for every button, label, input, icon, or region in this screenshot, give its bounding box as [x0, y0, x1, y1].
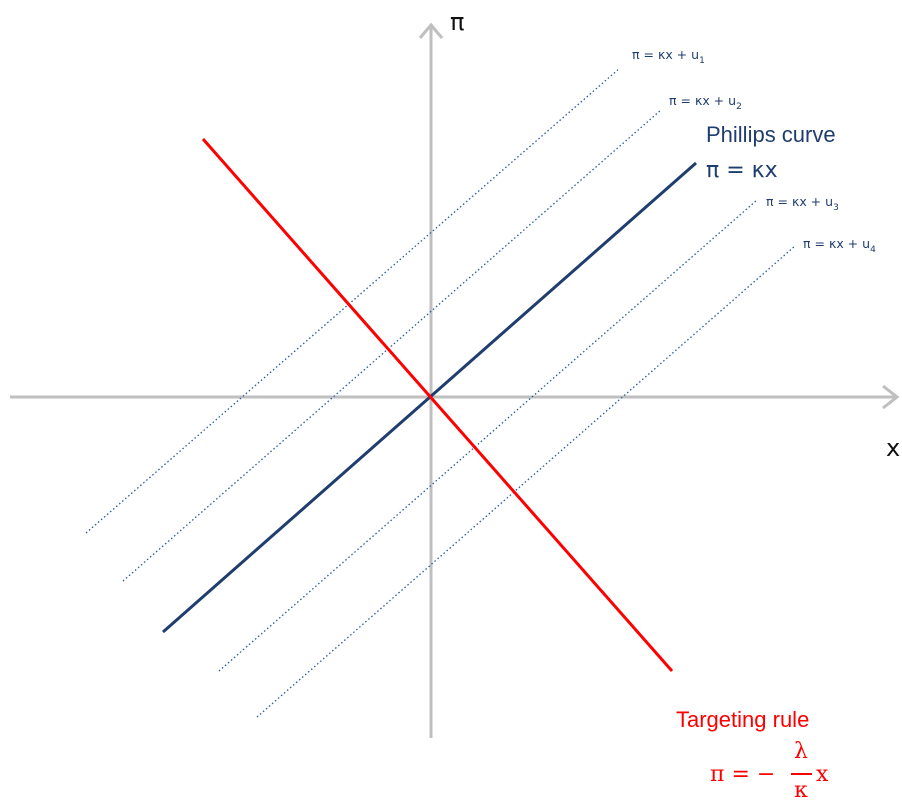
- shifted-curves: [85, 67, 796, 718]
- arrow-right-icon: [882, 384, 900, 410]
- shifted-curve-u4: [256, 245, 796, 718]
- label-u2: π = κx + u2: [669, 93, 742, 112]
- targeting-rule-eq-left: π = −: [710, 762, 775, 787]
- shifted-curve-u2: [122, 109, 662, 582]
- y-axis-label: π: [450, 8, 464, 36]
- targeting-rule-eq-right: x: [816, 762, 829, 787]
- targeting-rule-title: Targeting rule: [676, 707, 809, 732]
- label-u3: π = κx + u3: [766, 194, 839, 213]
- arrow-up-icon: [418, 22, 444, 39]
- targeting-rule-line: [201, 138, 674, 672]
- phillips-curve-equation: π = κx: [706, 158, 778, 183]
- axes: π x: [10, 8, 900, 738]
- shifted-curve-u3: [218, 199, 758, 672]
- targeting-rule-numerator: λ: [794, 739, 808, 764]
- phillips-curve-label: Phillips curve π = κx: [706, 122, 836, 183]
- targeting-rule-denominator: κ: [794, 778, 808, 800]
- targeting-rule-label: Targeting rule π = − λ κ x: [676, 707, 829, 800]
- label-u1: π = κx + u1: [632, 47, 705, 66]
- phillips-curve-title: Phillips curve: [706, 122, 836, 147]
- label-u4: π = κx + u4: [803, 236, 876, 255]
- shifted-curve-labels: π = κx + u1 π = κx + u2 π = κx + u3 π = …: [632, 47, 876, 255]
- x-axis-label: x: [886, 434, 900, 462]
